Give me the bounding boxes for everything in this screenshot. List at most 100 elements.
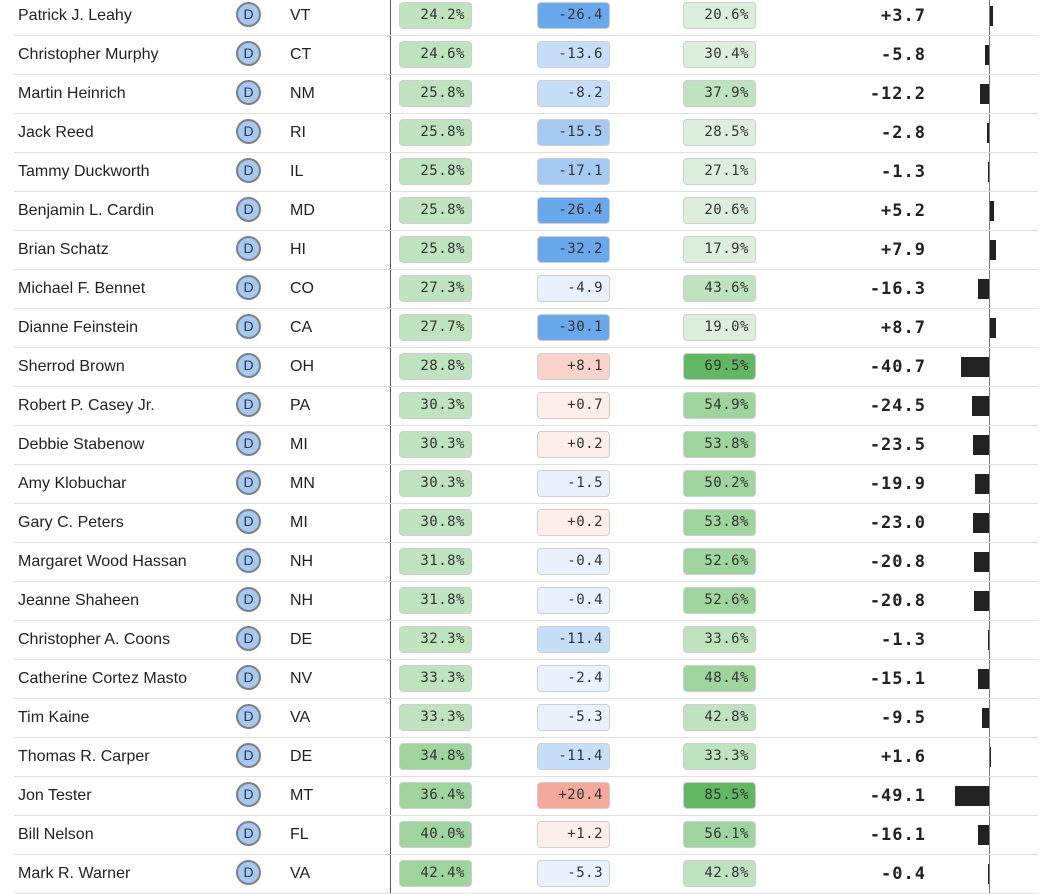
bar-axis [989, 855, 990, 893]
column-divider [390, 0, 391, 35]
score-cell-2: +8.1 [537, 353, 610, 380]
table-row: Tim Kaine D VA 33.3% -5.3 42.8% -9.5 [14, 699, 1038, 738]
party-badge: D [236, 314, 261, 339]
net-value: -49.1 [869, 786, 926, 806]
bar-axis [989, 231, 990, 269]
net-bar [988, 864, 989, 884]
table-row: Debbie Stabenow D MI 30.3% +0.2 53.8% -23.5 [14, 426, 1038, 465]
score-cell-3: 48.4% [683, 665, 756, 692]
net-bar [954, 786, 989, 806]
score-cell-2: -2.4 [537, 665, 610, 692]
table-row: Christopher A. Coons D DE 32.3% -11.4 33.6% -1… [14, 621, 1038, 660]
bar-axis [989, 738, 990, 776]
score-cell-1: 30.3% [399, 392, 472, 419]
net-bar [978, 669, 989, 689]
net-bar [990, 747, 992, 767]
column-divider [390, 582, 391, 620]
net-value: -16.3 [869, 279, 926, 299]
score-cell-2: -4.9 [537, 275, 610, 302]
net-value: -40.7 [869, 357, 926, 377]
column-divider [390, 699, 391, 737]
state-code: CO [290, 280, 314, 297]
bar-axis [989, 426, 990, 464]
column-divider [390, 738, 391, 776]
table-row: Jon Tester D MT 36.4% +20.4 85.5% -49.1 [14, 777, 1038, 816]
column-divider [390, 387, 391, 425]
net-bar [988, 630, 989, 650]
net-value: -20.8 [869, 591, 926, 611]
net-value: +5.2 [881, 201, 926, 221]
score-cell-2: -26.4 [537, 2, 610, 29]
score-cell-2: -5.3 [537, 860, 610, 887]
senator-name: Jon Tester [18, 787, 92, 804]
senator-name: Tammy Duckworth [18, 163, 150, 180]
score-cell-2: -17.1 [537, 158, 610, 185]
score-cell-1: 33.3% [399, 704, 472, 731]
state-code: FL [290, 826, 309, 843]
state-code: VA [290, 865, 311, 882]
net-bar [972, 435, 989, 455]
score-cell-3: 42.8% [683, 704, 756, 731]
score-cell-3: 52.6% [683, 548, 756, 575]
state-code: CT [290, 46, 312, 63]
state-code: VT [290, 7, 311, 24]
senator-name: Robert P. Casey Jr. [18, 397, 155, 414]
bar-axis [989, 387, 990, 425]
score-cell-3: 50.2% [683, 470, 756, 497]
score-cell-2: +0.2 [537, 509, 610, 536]
table-row: Bill Nelson D FL 40.0% +1.2 56.1% -16.1 [14, 816, 1038, 855]
party-badge: D [236, 509, 261, 534]
score-cell-3: 53.8% [683, 431, 756, 458]
party-badge: D [236, 782, 261, 807]
senator-name: Margaret Wood Hassan [18, 553, 187, 570]
score-cell-1: 25.8% [399, 158, 472, 185]
state-code: RI [290, 124, 306, 141]
score-cell-2: -0.4 [537, 548, 610, 575]
state-code: CA [290, 319, 313, 336]
state-code: NH [290, 592, 314, 609]
party-badge: D [236, 2, 261, 27]
net-value: -15.1 [869, 669, 926, 689]
party-badge: D [236, 41, 261, 66]
senator-name: Christopher A. Coons [18, 631, 171, 648]
table-row: Sherrod Brown D OH 28.8% +8.1 69.5% -40.7 [14, 348, 1038, 387]
score-cell-1: 25.8% [399, 197, 472, 224]
score-cell-1: 31.8% [399, 587, 472, 614]
state-code: DE [290, 748, 313, 765]
state-code: PA [290, 397, 311, 414]
score-cell-1: 25.8% [399, 80, 472, 107]
score-cell-2: -32.2 [537, 236, 610, 263]
column-divider [390, 270, 391, 308]
table-row: Michael F. Bennet D CO 27.3% -4.9 43.6% -16.3 [14, 270, 1038, 309]
party-badge: D [236, 236, 261, 261]
net-bar [990, 240, 996, 260]
score-cell-2: +0.2 [537, 431, 610, 458]
party-badge: D [236, 860, 261, 885]
party-badge: D [236, 548, 261, 573]
table-row: Catherine Cortez Masto D NV 33.3% -2.4 48.4% -… [14, 660, 1038, 699]
score-cell-2: -11.4 [537, 626, 610, 653]
score-cell-3: 28.5% [683, 119, 756, 146]
score-cell-1: 32.3% [399, 626, 472, 653]
table-row: Benjamin L. Cardin D MD 25.8% -26.4 20.6% +5.2 [14, 192, 1038, 231]
net-value: -19.9 [869, 474, 926, 494]
net-bar [974, 552, 989, 572]
senator-name: Patrick J. Leahy [18, 7, 132, 24]
party-badge: D [236, 158, 261, 183]
score-cell-1: 27.3% [399, 275, 472, 302]
score-cell-2: -8.2 [537, 80, 610, 107]
score-cell-1: 36.4% [399, 782, 472, 809]
party-badge: D [236, 587, 261, 612]
party-badge: D [236, 392, 261, 417]
senator-name: Catherine Cortez Masto [18, 670, 187, 687]
bar-axis [989, 153, 990, 191]
net-value: -12.2 [869, 84, 926, 104]
senator-name: Martin Heinrich [18, 85, 126, 102]
score-cell-1: 34.8% [399, 743, 472, 770]
senator-name: Michael F. Bennet [18, 280, 146, 297]
column-divider [390, 660, 391, 698]
column-divider [390, 426, 391, 464]
senator-name: Bill Nelson [18, 826, 94, 843]
score-cell-1: 42.4% [399, 860, 472, 887]
net-bar [990, 318, 997, 338]
